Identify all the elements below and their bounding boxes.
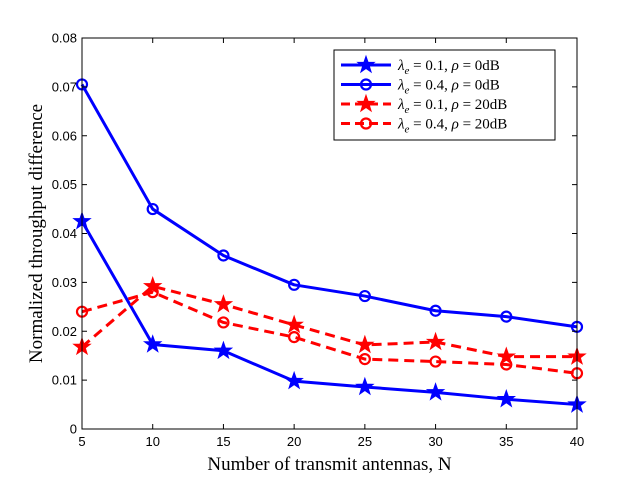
data-point — [217, 316, 230, 329]
data-point — [213, 340, 234, 360]
y-tick-label: 0.04 — [52, 226, 77, 241]
data-point — [288, 278, 301, 291]
x-tick-label: 40 — [570, 434, 584, 449]
series-line — [80, 220, 578, 407]
x-tick-label: 5 — [78, 434, 85, 449]
data-point — [425, 331, 446, 351]
legend-marker — [356, 54, 376, 74]
data-point — [146, 202, 159, 216]
y-tick-label: 0.06 — [52, 128, 77, 143]
legend-item: λe = 0.4, ρ = 0dB — [341, 78, 500, 97]
x-tick-label: 15 — [216, 434, 230, 449]
data-point — [142, 276, 163, 295]
series-line — [81, 284, 577, 359]
data-point — [358, 353, 371, 366]
y-tick-label: 0.03 — [52, 275, 77, 290]
legend-marker — [356, 93, 376, 113]
series-line — [80, 83, 578, 329]
legend-label: λe = 0.1, ρ = 0dB — [397, 58, 500, 77]
legend-marker — [359, 117, 373, 130]
x-tick-label: 30 — [428, 434, 442, 449]
data-point — [284, 370, 304, 390]
data-point — [355, 376, 375, 396]
series-line — [81, 290, 578, 375]
data-point — [500, 358, 513, 371]
data-point — [500, 310, 513, 323]
legend-marker — [359, 78, 373, 91]
legend-label: λe = 0.4, ρ = 0dB — [397, 78, 500, 97]
x-tick-label: 20 — [287, 434, 301, 449]
data-point — [425, 382, 446, 401]
data-point — [284, 314, 304, 334]
x-tick-label: 35 — [499, 434, 513, 449]
series-4 — [75, 286, 584, 380]
x-tick-label: 10 — [145, 434, 159, 449]
data-point — [146, 286, 159, 299]
data-point — [355, 334, 375, 354]
legend-item: λe = 0.1, ρ = 20dB — [341, 93, 507, 116]
y-tick-label: 0.05 — [52, 177, 77, 192]
data-point — [142, 334, 163, 353]
data-point — [288, 331, 301, 344]
x-tick-label: 25 — [358, 434, 372, 449]
legend-item: λe = 0.4, ρ = 20dB — [341, 117, 507, 136]
y-tick-label: 0.08 — [52, 31, 77, 46]
y-tick-label: 0.01 — [52, 373, 77, 388]
data-point — [429, 304, 442, 317]
legend-label: λe = 0.1, ρ = 20dB — [397, 97, 507, 116]
data-point — [358, 289, 371, 303]
legend-item: λe = 0.1, ρ = 0dB — [341, 54, 500, 77]
y-tick-label: 0.02 — [52, 324, 77, 339]
legend-label: λe = 0.4, ρ = 20dB — [397, 117, 507, 136]
data-point — [496, 388, 517, 408]
x-axis-label: Number of transmit antennas, N — [207, 454, 452, 475]
data-point — [217, 249, 230, 262]
data-point — [429, 355, 442, 368]
data-point — [213, 294, 234, 313]
y-tick-label: 0.07 — [52, 79, 77, 94]
y-axis-label: Normalized throughput difference — [26, 104, 47, 363]
y-tick-label: 0 — [70, 422, 77, 437]
